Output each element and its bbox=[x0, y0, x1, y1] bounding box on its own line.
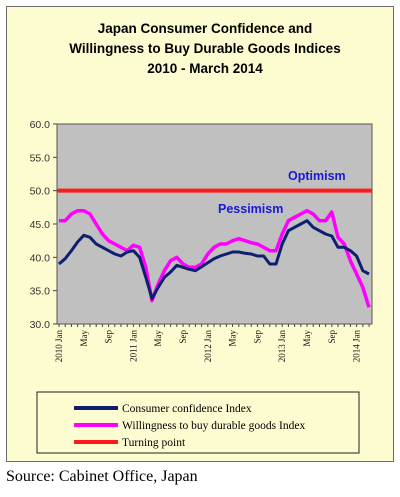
series-layer bbox=[57, 188, 372, 308]
legend-label-consumer: Consumer confidence Index bbox=[122, 403, 252, 415]
series-line-consumer-confidence bbox=[58, 219, 370, 301]
x-tick-label: 2010 Jan bbox=[54, 330, 64, 363]
chart-title-line-2: Willingness to Buy Durable Goods Indices bbox=[69, 41, 340, 56]
x-tick-label: 2013 Jan bbox=[277, 330, 287, 363]
x-tick-label: Sep bbox=[327, 330, 337, 344]
y-tick-label: 60.0 bbox=[30, 119, 51, 131]
x-tick-label: May bbox=[302, 330, 312, 347]
y-tick-label: 50.0 bbox=[30, 186, 51, 198]
y-tick-label: 40.0 bbox=[30, 252, 51, 264]
chart-title: Japan Consumer Confidence and Willingnes… bbox=[69, 21, 340, 76]
series-line-willingness bbox=[59, 208, 371, 308]
x-tick-label: May bbox=[153, 330, 163, 347]
legend-label-turning-point: Turning point bbox=[122, 437, 186, 449]
x-tick-label: Sep bbox=[178, 330, 188, 344]
legend-label-willingness: Willingness to buy durable goods Index bbox=[122, 420, 305, 432]
x-tick-label: 2014 Jan bbox=[352, 330, 362, 363]
y-tick-label: 30.0 bbox=[30, 319, 51, 331]
y-tick-label: 55.0 bbox=[30, 152, 51, 164]
plot-area bbox=[56, 123, 373, 325]
annotation-optimism: Optimism bbox=[288, 169, 346, 183]
x-axis: 2010 Jan May Sep 2011 Jan May Sep 2012 Jan May S… bbox=[54, 324, 370, 363]
chart: Japan Consumer Confidence and Willingnes… bbox=[30, 21, 373, 454]
y-axis: 60.0 55.0 50.0 45.0 40.0 35.0 30.0 bbox=[30, 119, 57, 331]
source-note: Source: Cabinet Office, Japan bbox=[6, 468, 198, 485]
x-tick-label: Sep bbox=[252, 330, 262, 344]
y-tick-label: 45.0 bbox=[30, 219, 51, 231]
legend: Consumer confidence Index Willingness to… bbox=[36, 391, 360, 454]
y-tick-label: 35.0 bbox=[30, 286, 51, 298]
chart-title-line-3: 2010 - March 2014 bbox=[147, 61, 263, 76]
x-tick-label: May bbox=[79, 330, 89, 347]
x-tick-label: Sep bbox=[104, 330, 114, 344]
x-tick-label: May bbox=[228, 330, 238, 347]
x-tick-label: 2011 Jan bbox=[128, 330, 138, 362]
chart-title-line-1: Japan Consumer Confidence and bbox=[98, 21, 313, 36]
annotation-pessimism: Pessimism bbox=[218, 202, 283, 216]
x-tick-label: 2012 Jan bbox=[203, 330, 213, 363]
